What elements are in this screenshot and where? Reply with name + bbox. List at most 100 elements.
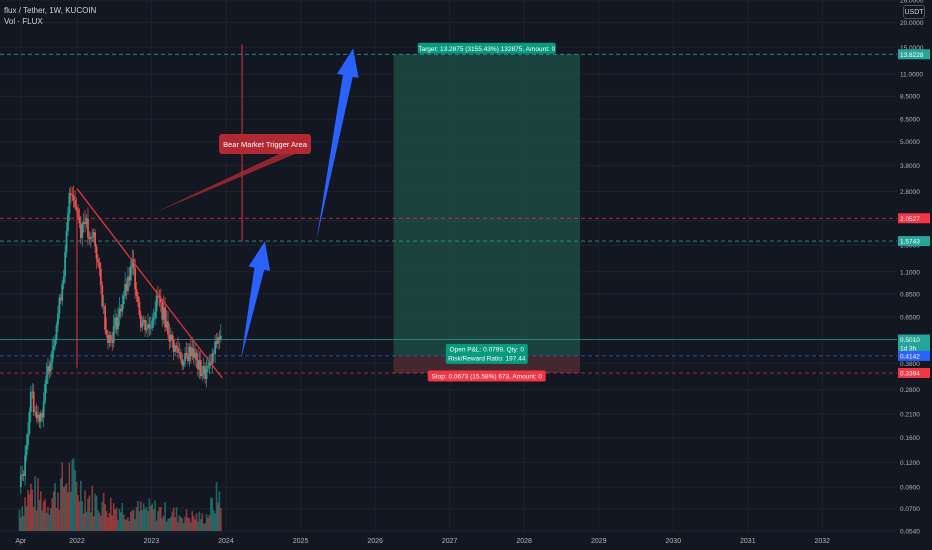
candle-body [24,455,27,476]
volume-bar [200,519,202,531]
volume-bar [57,492,59,531]
candle-body [155,295,158,312]
volume-bar [185,509,188,531]
volume-bar [90,512,92,531]
stop-zone[interactable] [393,355,581,373]
volume-bar [71,459,74,531]
candle-body [137,296,139,302]
volume-bar [191,510,194,531]
volume-bar [68,462,71,531]
volume-bar [135,506,138,531]
y-tick-label: 1.5000 [900,243,920,250]
volume-bar [42,501,45,531]
candle-body [195,352,198,361]
candle-body [189,346,192,357]
volume-bar [81,501,84,531]
y-tick-label: 0.1200 [900,460,920,467]
candle-body [187,354,189,361]
candle-body [121,304,124,312]
volume-bar [44,498,46,531]
volume-bar [75,481,78,531]
candle-body [74,200,77,208]
candle-body [198,360,201,370]
volume-bar [164,502,166,531]
y-tick-label: 0.2100 [900,412,920,419]
volume-bar [141,510,144,531]
candle-body [211,353,214,365]
bear-trendline[interactable] [76,188,223,379]
price-badge [898,49,930,60]
candle-body [219,335,222,340]
volume-bar [218,491,221,531]
candle-body [84,221,87,224]
stop-label-bg [427,370,546,382]
volume-bar [82,513,85,531]
candle-body [21,474,24,476]
candle-body [135,289,138,297]
volume-bar [192,516,195,531]
volume-bar [122,514,125,531]
candle-body [54,339,57,347]
candle-body [148,324,151,329]
candle-body [178,352,181,354]
callout-box[interactable] [219,134,311,154]
volume-bar [97,510,99,531]
candle-body [217,337,219,344]
target-label: Target: 13.2875 (3155.43%) 132875, Amoun… [418,46,555,53]
volume-bar [150,505,152,531]
candle-body [141,322,144,328]
x-tick-label: Apr [15,538,27,545]
candle-body [129,265,132,281]
volume-bar [31,489,34,531]
candle-body [218,337,221,340]
candle-body [69,193,72,195]
candle-body [89,236,92,240]
candle-body [134,268,137,290]
candle-body [102,305,105,307]
candle-body [139,314,142,328]
blue-arrow[interactable] [241,241,271,359]
candle-body [124,283,127,297]
symbol-title: flux / Tether, 1W, KUCOIN [4,6,97,15]
candle-body [65,231,68,253]
volume-bar [41,510,44,531]
volume-bar [124,519,126,531]
candle-body [47,366,49,375]
volume-bar [184,516,186,531]
volume-bar [118,509,121,531]
candle-body [177,347,179,353]
candle-body [87,218,89,238]
volume-indicator-label[interactable]: Vol · FLUX [4,17,43,26]
y-tick-label: 3.8000 [900,163,920,170]
candle-body [164,307,167,328]
candle-body [154,311,157,318]
target-zone[interactable] [393,54,581,356]
volume-bar [188,518,191,531]
candle-body [97,259,99,263]
open-pnl-bg [445,343,528,364]
candle-body [199,360,202,376]
price-badge [898,350,930,361]
candle-body [131,259,134,266]
currency-button[interactable]: USDT [903,5,925,19]
volume-bar [51,498,54,531]
candle-body [101,285,104,307]
blue-arrow[interactable] [316,48,359,240]
volume-bar [58,509,61,531]
candle-body [157,295,159,297]
candle-body [58,297,61,314]
volume-bar [170,517,172,531]
volume-bar [22,515,25,531]
volume-bar [120,512,122,531]
volume-bar [87,498,89,531]
volume-bar [162,515,165,531]
candle-body [185,353,188,355]
x-tick-label: 2023 [144,538,160,545]
volume-bar [217,502,219,531]
candle-body [107,335,109,343]
volume-bar [131,509,134,531]
candle-body [99,268,102,286]
y-tick-label: 11.0000 [900,71,923,78]
y-tick-label: 0.2800 [900,387,920,394]
